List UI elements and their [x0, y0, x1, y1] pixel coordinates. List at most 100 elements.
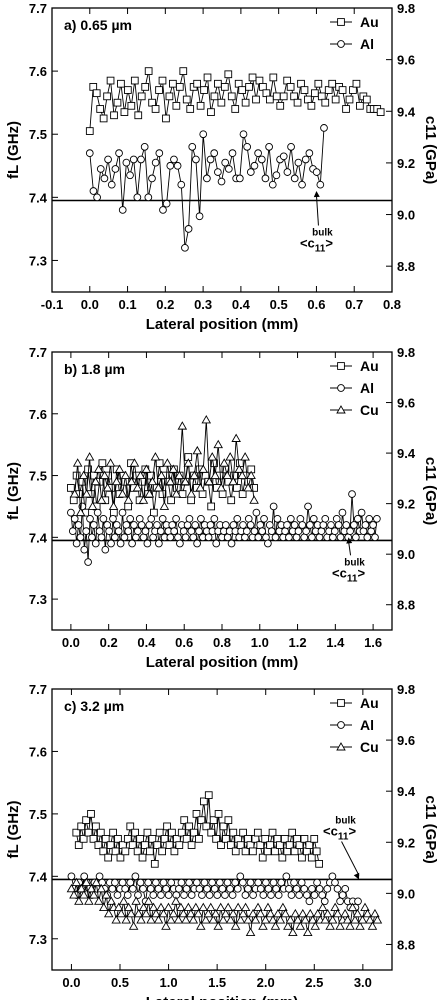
data-point-cu [129, 458, 140, 467]
data-point-al [185, 514, 194, 523]
data-point-au [138, 853, 147, 862]
data-point-au [158, 76, 167, 85]
data-point-au [195, 835, 203, 843]
data-point-au [307, 101, 316, 110]
data-point-cu [216, 483, 226, 492]
data-point-cu [180, 476, 191, 486]
bulk-annotation-superscript: bulk [344, 557, 365, 568]
data-point-cu [205, 902, 216, 912]
data-point-au [286, 83, 295, 91]
data-point-cu [249, 495, 259, 504]
data-point-al [267, 891, 275, 899]
data-point-au [356, 101, 364, 110]
data-point-al [86, 514, 94, 523]
data-point-al [264, 884, 273, 893]
data-point-cu [151, 908, 161, 918]
data-point-au [150, 508, 158, 517]
data-point-au [72, 828, 81, 837]
data-point-au [321, 98, 330, 107]
data-point-cu [79, 890, 89, 899]
data-point-au [251, 835, 260, 843]
data-point-cu [84, 896, 94, 905]
data-point-al [91, 539, 100, 548]
data-point-cu [268, 915, 278, 924]
bulk-annotation-label: <c11> [323, 824, 356, 843]
data-point-cu [195, 483, 206, 492]
data-point-al [67, 872, 76, 881]
data-point-al [312, 168, 321, 176]
y-tick-label-right: 9.2 [397, 497, 415, 512]
data-point-au [193, 79, 201, 88]
x-tick-label: 0.4 [137, 635, 156, 650]
data-point-al [175, 884, 183, 893]
data-point-au [280, 835, 289, 843]
data-point-au [234, 79, 243, 88]
data-point-au [141, 83, 150, 91]
data-point-cu [103, 908, 114, 918]
data-point-au [311, 89, 319, 98]
series-cu [66, 877, 383, 936]
y-tick-label-right: 9.0 [397, 208, 415, 223]
data-point-cu [278, 902, 288, 912]
data-point-al [338, 891, 347, 899]
legend-marker-au [337, 362, 345, 370]
data-point-au [197, 816, 206, 824]
legend-label-cu: Cu [360, 739, 379, 755]
data-point-au [136, 835, 144, 843]
data-point-al [236, 872, 245, 881]
data-point-au [352, 79, 361, 88]
data-point-al [130, 521, 138, 529]
data-point-al [268, 180, 277, 189]
x-tick-label: 0.5 [270, 297, 288, 312]
data-point-cu [243, 915, 253, 924]
data-point-al [133, 527, 142, 536]
data-point-cu [71, 877, 82, 887]
data-point-cu [153, 483, 164, 492]
data-point-au [168, 828, 176, 837]
data-point-cu [237, 470, 247, 480]
data-point-al [153, 521, 161, 529]
data-point-cu [234, 464, 244, 473]
plot-frame [51, 688, 393, 971]
data-point-al [269, 878, 278, 887]
series-al [67, 872, 362, 912]
data-point-al [328, 872, 337, 881]
data-point-al [89, 187, 98, 195]
data-point-cu [207, 452, 218, 461]
data-point-cu [173, 915, 184, 924]
data-point-al [320, 124, 328, 132]
data-point-au [130, 76, 139, 85]
data-point-al [371, 533, 379, 542]
x-axis-label: Lateral position (mm) [146, 994, 299, 1000]
data-point-cu [178, 908, 189, 918]
data-point-au [298, 853, 306, 862]
panel-label: c) 3.2 µm [64, 698, 124, 714]
data-point-au [218, 490, 227, 498]
data-point-au [106, 841, 115, 849]
data-point-cu [163, 902, 174, 912]
data-point-au [303, 847, 311, 856]
data-point-au [89, 835, 98, 843]
data-point-cu [93, 464, 104, 473]
data-point-al [97, 533, 106, 542]
data-point-al [195, 884, 204, 893]
series-al [85, 124, 328, 252]
data-point-al [167, 878, 176, 887]
data-point-al [152, 878, 160, 887]
y-tick-label-left: 7.3 [29, 592, 47, 607]
x-tick-label: 0.8 [213, 635, 231, 650]
data-point-au [141, 841, 149, 849]
data-point-al [195, 527, 203, 536]
data-point-al [246, 878, 255, 887]
data-point-cu [204, 476, 215, 486]
y-tick-label-left: 7.5 [29, 127, 47, 142]
data-point-cu [141, 464, 152, 473]
data-point-cu [98, 902, 109, 912]
x-axis-label: Lateral position (mm) [146, 316, 299, 333]
data-point-al [137, 521, 146, 529]
data-point-al [181, 243, 189, 252]
data-point-au [276, 841, 284, 849]
data-point-al [139, 884, 147, 893]
data-point-al [318, 891, 327, 899]
data-point-al [82, 527, 91, 536]
